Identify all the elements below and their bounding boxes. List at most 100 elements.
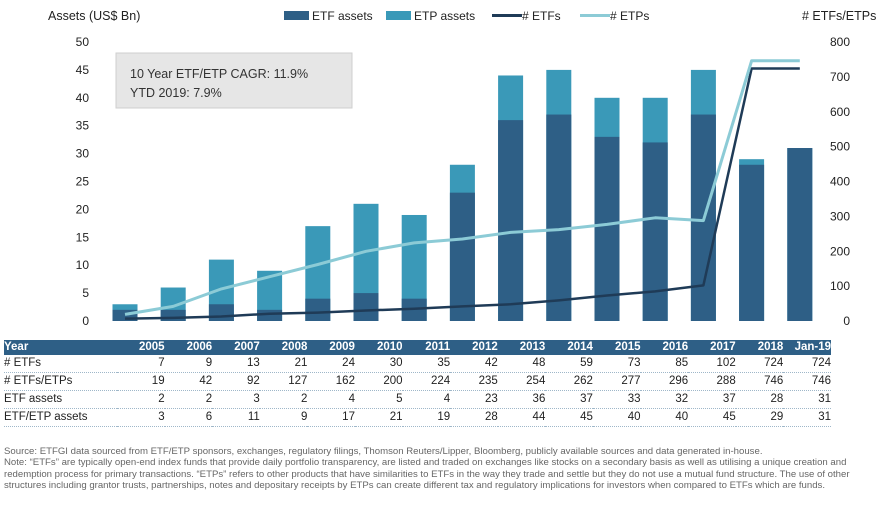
table-cell: 23	[450, 390, 498, 409]
table-cell: 19	[117, 372, 165, 391]
table-header-label: Year	[4, 340, 117, 355]
table-header-cell: 2016	[640, 340, 689, 355]
y2-tick-label: 200	[830, 244, 850, 258]
table-cell: 28	[735, 390, 784, 409]
table-cell: 746	[735, 372, 784, 391]
y2-tick-label: 500	[830, 140, 850, 154]
bar-etf-assets-2008	[257, 309, 283, 321]
table-cell: 11	[212, 408, 260, 427]
table-header-cell: 2017	[688, 340, 736, 355]
y-axis: 0 5 10 15 20 25 30 35 40 45 50	[76, 35, 90, 328]
table-header-cell: 2015	[592, 340, 641, 355]
table-cell: 40	[592, 408, 641, 427]
bar-etf-assets-2005	[112, 309, 138, 321]
table-header-cell: 2008	[259, 340, 308, 355]
table-cell: 19	[402, 408, 451, 427]
y2-tick-label: 400	[830, 175, 850, 189]
table-cell: 4	[307, 390, 355, 409]
table-row: ETF assets 2 2 3 2 4 5 4 23 36 37 33 32 37 28 31	[4, 390, 831, 409]
bar-etf-assets-2014	[546, 114, 572, 321]
table-cell: 235	[450, 372, 498, 391]
table-cell: 254	[497, 372, 546, 391]
table-header-cell: 2014	[545, 340, 593, 355]
table-cell: 24	[307, 355, 355, 373]
bar-etf-assets-2012	[449, 192, 475, 321]
y-tick-label: 50	[76, 35, 90, 49]
table-cell: 32	[640, 390, 689, 409]
table-cell: 288	[688, 372, 736, 391]
table-cell: 42	[164, 372, 213, 391]
y-tick-label: 5	[82, 286, 89, 300]
table-cell: 127	[259, 372, 308, 391]
bar-series	[112, 69, 813, 322]
table-cell: 73	[592, 355, 641, 373]
table-cell: 31	[783, 390, 831, 409]
y2-axis: 0 100 200 300 400 500 600 700 800	[830, 35, 850, 328]
cagr-line-2: YTD 2019: 7.9%	[130, 86, 222, 100]
table-cell: 44	[497, 408, 546, 427]
table-cell: 13	[212, 355, 260, 373]
table-cell: 102	[688, 355, 736, 373]
table-cell: 85	[640, 355, 689, 373]
bar-etf-assets-2015	[594, 136, 620, 321]
table-cell: 17	[307, 408, 355, 427]
y-tick-label: 15	[76, 230, 90, 244]
table-cell: 2	[117, 390, 165, 409]
table-row-label: ETF assets	[4, 390, 117, 409]
table-cell: 3	[117, 408, 165, 427]
table-header-cell: 2012	[450, 340, 498, 355]
bar-etf-assets-2016	[642, 142, 668, 321]
line-series	[124, 59, 800, 320]
table-cell: 37	[688, 390, 736, 409]
table-cell: 200	[354, 372, 403, 391]
bar-etf-assets-2007	[208, 304, 234, 321]
table-cell: 40	[640, 408, 689, 427]
table-cell: 6	[164, 408, 213, 427]
y-axis-title: Assets (US$ Bn)	[48, 9, 140, 23]
table-header-cell: 2013	[497, 340, 546, 355]
table-cell: 2	[259, 390, 308, 409]
cagr-box	[115, 52, 353, 109]
y-tick-label: 10	[76, 258, 90, 272]
table-cell: 33	[592, 390, 641, 409]
bar-etf-assets-2009	[305, 298, 331, 321]
legend-label-etps: # ETPs	[610, 9, 649, 23]
table-cell: 35	[402, 355, 451, 373]
table-cell: 42	[450, 355, 498, 373]
table-row-label: # ETFs	[4, 355, 117, 373]
bar-etf-assets-jan-19	[787, 148, 813, 321]
table-row: # ETFs 7 9 13 21 24 30 35 42 48 59 73 85 102 724 724	[4, 355, 831, 373]
table-cell: 3	[212, 390, 260, 409]
y-tick-label: 25	[76, 175, 90, 189]
y-tick-label: 40	[76, 91, 90, 105]
table-header-cell: Jan-19	[783, 340, 831, 355]
table-cell: 4	[402, 390, 451, 409]
table-cell: 296	[640, 372, 689, 391]
table-cell: 746	[783, 372, 831, 391]
y2-tick-label: 800	[830, 35, 850, 49]
table-cell: 5	[354, 390, 403, 409]
y2-tick-label: 0	[843, 314, 850, 328]
footnote-note: Note: “ETFs” are typically open-end inde…	[4, 457, 850, 491]
table-cell: 45	[688, 408, 736, 427]
table-cell: 29	[735, 408, 784, 427]
table-cell: 36	[497, 390, 546, 409]
table-cell: 724	[735, 355, 784, 373]
footnote: Source: ETFGI data sourced from ETF/ETP …	[4, 446, 874, 491]
table-cell: 30	[354, 355, 403, 373]
table-cell: 37	[545, 390, 593, 409]
y2-tick-label: 600	[830, 105, 850, 119]
legend: ETF assets ETP assets # ETFs # ETPs	[284, 9, 649, 23]
chart: Assets (US$ Bn) # ETFs/ETPs ETF assets E…	[48, 9, 876, 328]
table-cell: 2	[164, 390, 213, 409]
table-cell: 224	[402, 372, 451, 391]
table-header-cell: 2007	[212, 340, 260, 355]
table-row: ETF/ETP assets 3 6 11 9 17 21 19 28 44 45 40 40 45 29 3…	[4, 408, 831, 427]
table-cell: 59	[545, 355, 593, 373]
table-header-cell: 2005	[117, 340, 165, 355]
legend-label-etfs: # ETFs	[522, 9, 561, 23]
table-cell: 92	[212, 372, 260, 391]
table-header-cell: 2009	[307, 340, 355, 355]
bar-etf-assets-2018	[739, 164, 765, 321]
y-tick-label: 20	[76, 202, 90, 216]
